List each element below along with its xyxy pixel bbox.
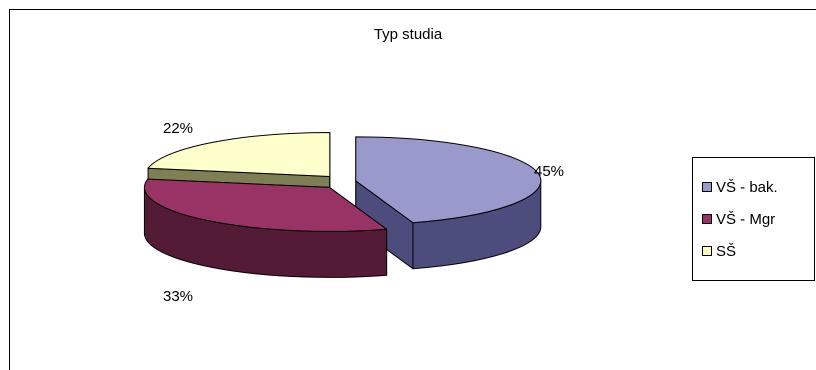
legend-label-ss: SŠ (716, 242, 737, 260)
chart-title: Typ studia (373, 26, 443, 43)
data-label-vs-bak: 45% (534, 163, 565, 180)
chart-area (9, 9, 816, 370)
pie-slice-vs-mgr (143, 178, 388, 278)
legend-swatch-vs-mgr (702, 214, 712, 224)
pie-slice-vs-mgr-top (143, 178, 388, 232)
legend-item-vs-mgr: VŠ - Mgr (702, 209, 775, 229)
legend-item-vs-bak: VŠ - bak. (702, 177, 778, 197)
pie-slice-vs-bak-top (355, 136, 542, 224)
legend-label-vs-bak: VŠ - bak. (716, 178, 778, 196)
legend-swatch-vs-bak (702, 182, 712, 192)
data-label-ss: 22% (163, 120, 194, 137)
legend-swatch-ss (702, 246, 712, 256)
data-label-vs-mgr: 33% (163, 288, 194, 305)
pie-slice-ss-top (147, 131, 331, 177)
legend-label-vs-mgr: VŠ - Mgr (716, 210, 776, 228)
legend: VŠ - bak. VŠ - Mgr SŠ (692, 157, 815, 281)
legend-item-ss: SŠ (702, 241, 736, 261)
